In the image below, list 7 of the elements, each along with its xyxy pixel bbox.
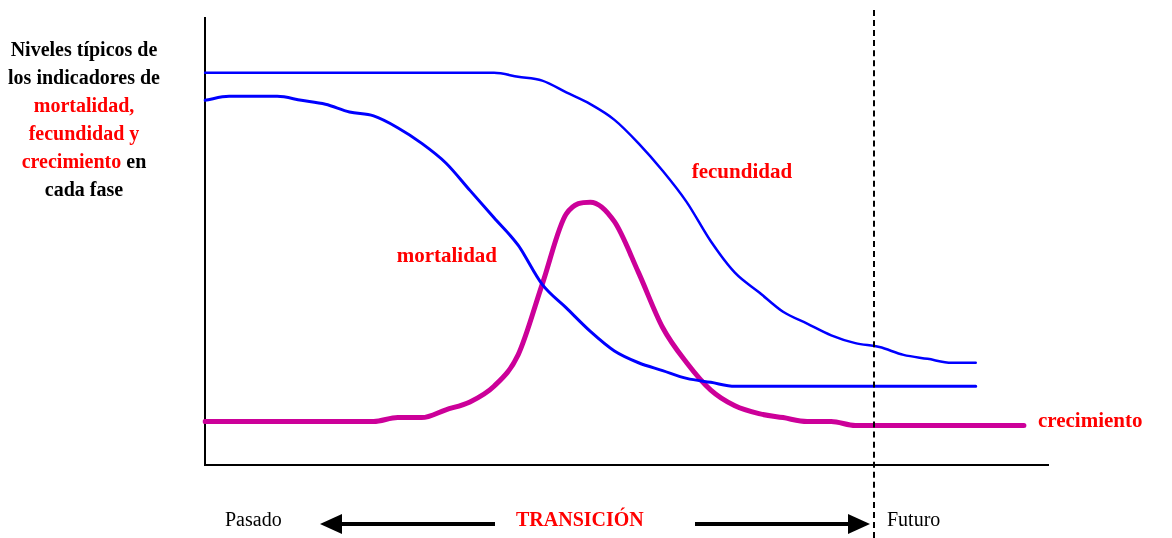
series-label: fecundidad xyxy=(691,158,793,183)
series-label: crecimiento xyxy=(1037,407,1143,432)
text: Niveles típicos de los indicadores de mortalidad, fecundidad y crecimiento en cada fase xyxy=(8,38,160,200)
text: Pasado xyxy=(225,508,282,531)
text: Futuro xyxy=(887,508,941,531)
text: TRANSICIÓN xyxy=(516,508,644,531)
series-label: mortalidad xyxy=(396,243,498,268)
